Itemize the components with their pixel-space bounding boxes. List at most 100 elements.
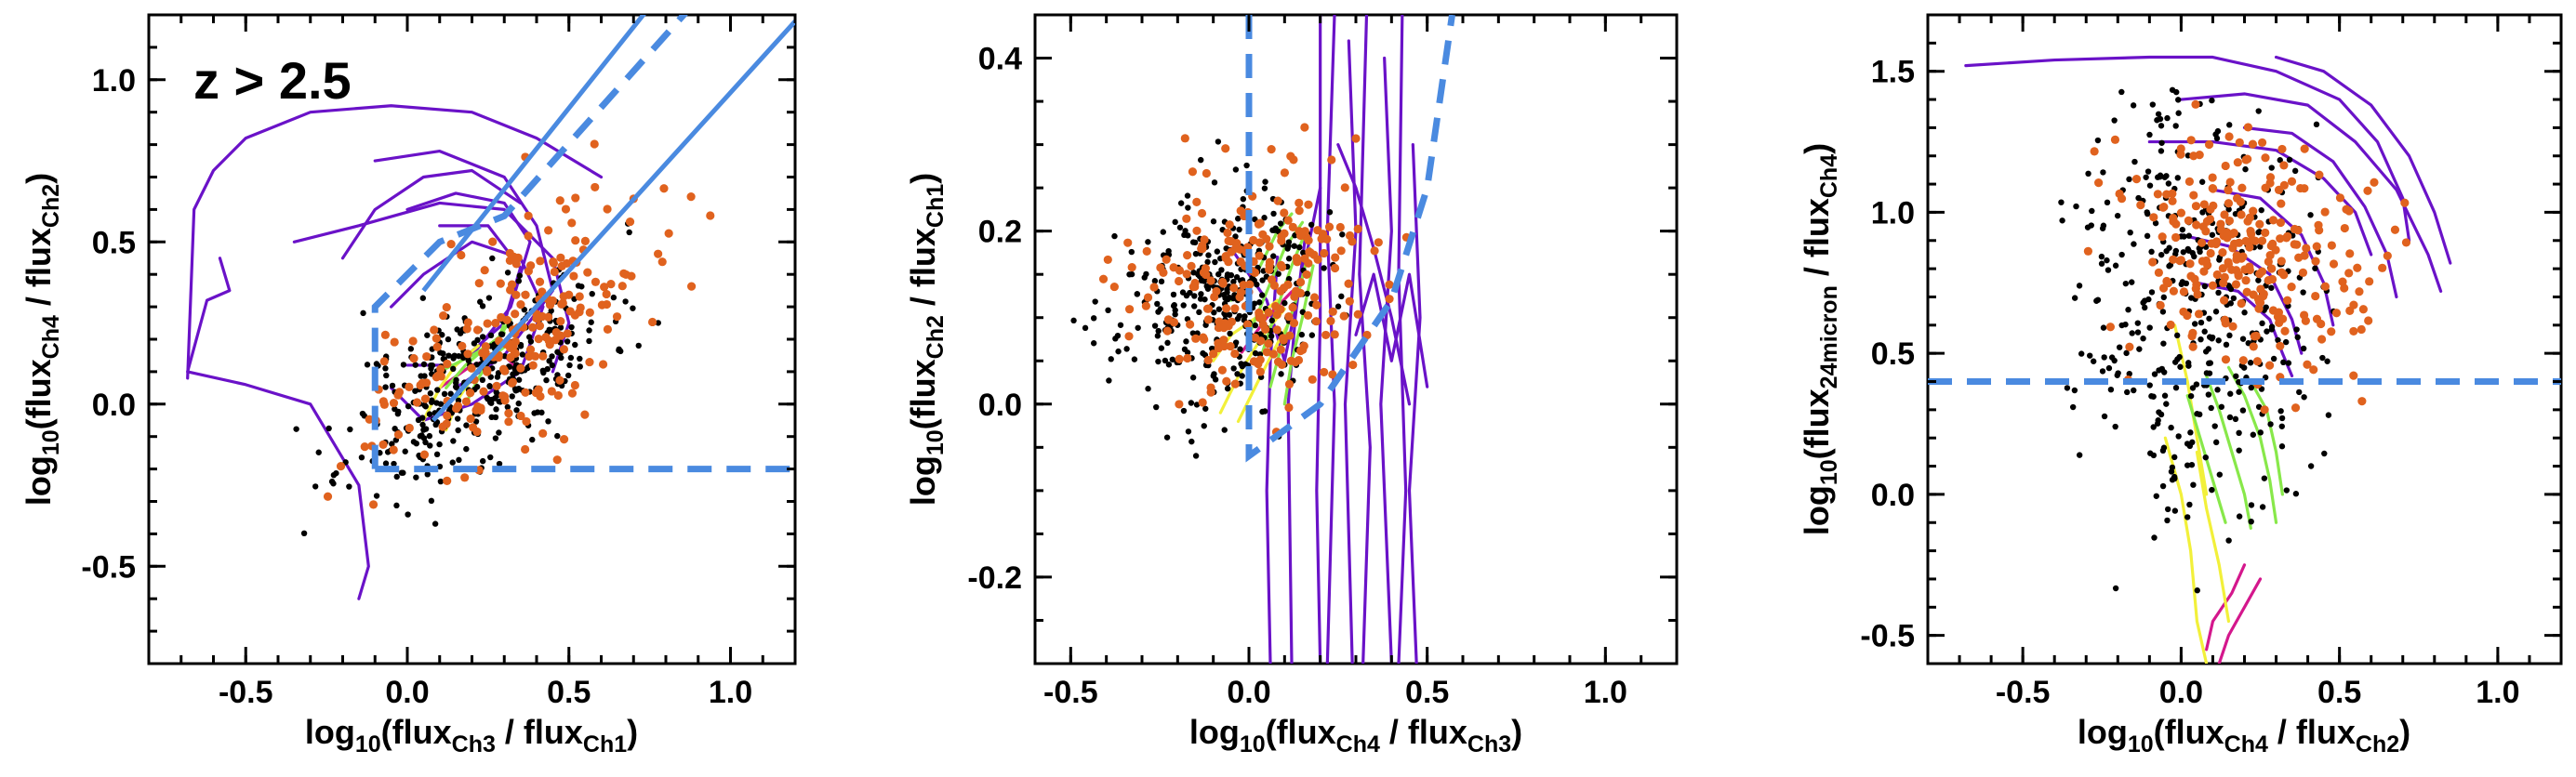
agn-point [2277, 257, 2286, 266]
agn-point [2248, 139, 2258, 149]
agn-point [1295, 230, 1306, 241]
galaxy-point [2131, 158, 2138, 165]
galaxy-point [504, 403, 511, 411]
galaxy-point [496, 398, 502, 405]
agn-point [1203, 355, 1213, 365]
galaxy-point [2173, 332, 2181, 339]
galaxy-point [2236, 447, 2242, 454]
galaxy-point [421, 402, 428, 409]
galaxy-point [2178, 281, 2184, 287]
galaxy-point [529, 436, 536, 443]
agn-point [511, 290, 521, 299]
galaxy-point [1165, 247, 1172, 255]
green-model-track [2205, 374, 2252, 530]
galaxy-point [293, 426, 299, 432]
galaxy-point [2129, 279, 2135, 285]
galaxy-point [2144, 209, 2150, 216]
agn-point [603, 324, 613, 334]
agn-point [466, 414, 475, 424]
galaxy-point [2300, 345, 2307, 352]
agn-point [1141, 301, 1150, 310]
agn-point [2191, 99, 2200, 109]
galaxy-point [549, 362, 555, 369]
galaxy-point [2261, 475, 2268, 481]
x-axis-label: log10(fluxCh4 / fluxCh2) [2078, 713, 2410, 757]
galaxy-point [1164, 339, 1171, 347]
agn-point [1288, 222, 1297, 231]
agn-point [563, 329, 572, 338]
agn-point [538, 351, 548, 361]
agn-point [538, 428, 548, 438]
galaxy-point [496, 460, 503, 468]
agn-point [2287, 177, 2297, 186]
galaxy-point [2268, 284, 2275, 291]
agn-point [1162, 326, 1172, 336]
agn-point [379, 400, 389, 409]
galaxy-point [2111, 357, 2118, 364]
agn-point [534, 385, 543, 394]
galaxy-point [1232, 233, 1239, 240]
galaxy-point [2189, 385, 2197, 391]
galaxy-point [2240, 364, 2248, 371]
galaxy-point [346, 483, 352, 490]
agn-point [2110, 135, 2120, 144]
galaxy-point [2218, 403, 2225, 410]
agn-point [1283, 216, 1293, 225]
agn-point [1223, 228, 1232, 238]
agn-point [2315, 226, 2324, 235]
galaxy-point [2104, 199, 2111, 206]
agn-point [2378, 263, 2387, 272]
galaxy-point [2283, 487, 2291, 494]
galaxy-point [1192, 250, 1200, 257]
galaxy-point [1181, 346, 1188, 353]
y-axis-label: log10(flux24micron / fluxCh4) [1798, 143, 1842, 535]
galaxy-point [1153, 403, 1160, 411]
galaxy-point [1184, 192, 1191, 199]
agn-point [2344, 269, 2354, 278]
galaxy-point [1090, 340, 1097, 347]
agn-point [1280, 168, 1290, 178]
galaxy-point [1151, 278, 1159, 284]
galaxy-point [2172, 384, 2180, 391]
galaxy-point [2201, 283, 2209, 290]
galaxy-point [419, 415, 426, 421]
galaxy-point [2291, 167, 2299, 175]
agn-point [479, 387, 488, 396]
galaxy-point [2198, 319, 2205, 326]
galaxy-point [2194, 587, 2200, 594]
agn-point [463, 318, 472, 327]
agn-point [389, 399, 399, 408]
galaxy-point [2101, 413, 2108, 420]
galaxy-point [1261, 408, 1268, 415]
galaxy-point [622, 298, 629, 305]
agn-point [2312, 242, 2321, 251]
agn-point [1218, 279, 1228, 288]
galaxy-point [420, 361, 428, 368]
agn-point [1284, 311, 1294, 322]
galaxy-point [2100, 324, 2107, 331]
galaxy-point [455, 427, 461, 434]
agn-point [418, 378, 427, 388]
galaxy-point [1197, 296, 1204, 302]
galaxy-point [2118, 322, 2125, 329]
agn-point [1300, 123, 1309, 132]
agn-point [1277, 232, 1286, 242]
galaxy-point [588, 319, 594, 325]
galaxy-point [1192, 453, 1200, 459]
galaxy-point [1210, 373, 1216, 379]
galaxy-point [2173, 88, 2180, 96]
galaxy-point [493, 406, 499, 413]
agn-point [2249, 342, 2258, 351]
galaxy-point [2227, 390, 2234, 397]
agn-point [2283, 231, 2292, 241]
galaxy-point [487, 332, 495, 339]
galaxy-point [1239, 373, 1245, 379]
agn-point [1284, 402, 1294, 413]
galaxy-point [512, 386, 519, 393]
galaxy-point [2175, 433, 2182, 440]
galaxy-point [1214, 248, 1221, 255]
galaxy-point [545, 418, 551, 425]
agn-point [2199, 200, 2209, 209]
agn-point [547, 387, 556, 396]
